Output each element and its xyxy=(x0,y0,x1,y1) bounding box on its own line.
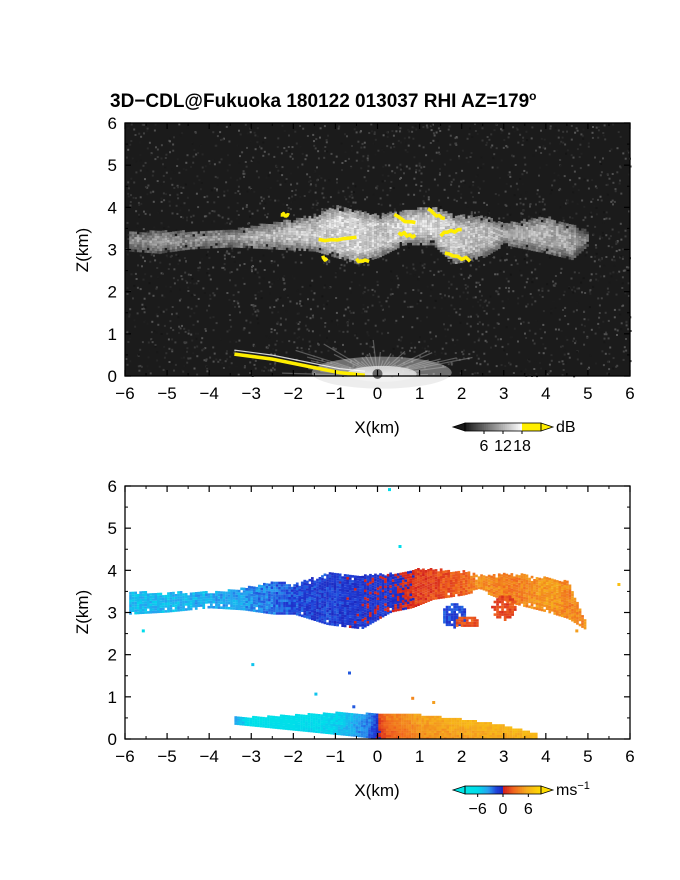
strong-echo-segment xyxy=(397,230,417,239)
reflectivity-colorbar-tick-label: 12 xyxy=(494,438,512,455)
velocity-x-tick-label: −3 xyxy=(242,747,261,766)
velocity-y-tick-label: 3 xyxy=(108,604,117,623)
reflectivity-x-tick-label: −5 xyxy=(157,384,176,403)
velocity-x-tick-label: −1 xyxy=(326,747,345,766)
velocity-colorbar-high-arrow xyxy=(540,785,555,795)
reflectivity-colorbar-tick-label: 18 xyxy=(513,438,531,455)
velocity-colorbar-tick-label: 6 xyxy=(524,801,533,818)
velocity-y-tick-label: 4 xyxy=(108,561,117,580)
velocity-point xyxy=(575,629,579,633)
velocity-y-tick-label: 1 xyxy=(108,688,117,707)
reflectivity-y-tick-label: 3 xyxy=(108,241,117,260)
velocity-scattered-points xyxy=(141,488,621,709)
velocity-point xyxy=(432,701,436,704)
reflectivity-heatmap xyxy=(125,123,632,389)
velocity-x-tick-label: −5 xyxy=(157,747,176,766)
strong-echo-segment xyxy=(427,207,446,221)
reflectivity-y-axis-label: Z(km) xyxy=(73,228,92,272)
velocity-colorbar-tick-label: −6 xyxy=(469,801,487,818)
reflectivity-surface-echo xyxy=(234,352,366,377)
reflectivity-axes: −6 −5 −4 −3 −2 −1 0 1 2 3 4 5 6 0 1 2 3 4 5 6 xyxy=(108,114,635,403)
velocity-x-tick-label: 6 xyxy=(625,747,634,766)
velocity-x-tick-label: 3 xyxy=(499,747,508,766)
velocity-x-tick-label: 4 xyxy=(541,747,550,766)
velocity-x-tick-label: 2 xyxy=(457,747,466,766)
strong-echo-segment xyxy=(280,211,290,218)
reflectivity-y-tick-label: 5 xyxy=(108,156,117,175)
reflectivity-x-tick-label: −1 xyxy=(326,384,345,403)
strong-echo-segment xyxy=(393,212,416,225)
reflectivity-x-tick-label: −6 xyxy=(115,384,134,403)
reflectivity-x-tick-label: 0 xyxy=(373,384,382,403)
velocity-point xyxy=(352,705,356,709)
strong-echo-segment xyxy=(439,227,462,238)
velocity-point xyxy=(141,629,145,633)
reflectivity-colorbar: 6 12 18 xyxy=(451,422,555,455)
velocity-point xyxy=(411,696,415,700)
velocity-point xyxy=(617,583,621,586)
velocity-y-axis-label: Z(km) xyxy=(73,590,92,634)
velocity-y-tick-label: 5 xyxy=(108,519,117,538)
strong-echo-segment xyxy=(318,235,357,243)
velocity-y-tick-label: 6 xyxy=(108,477,117,496)
reflectivity-x-tick-label: −4 xyxy=(199,384,218,403)
velocity-point xyxy=(251,663,255,667)
strong-echo-segment xyxy=(444,251,472,263)
reflectivity-x-tick-label: −2 xyxy=(284,384,303,403)
velocity-x-axis-label: X(km) xyxy=(354,781,399,800)
reflectivity-colorbar-unit: dB xyxy=(556,419,576,436)
reflectivity-x-tick-label: 3 xyxy=(499,384,508,403)
reflectivity-x-tick-label: 5 xyxy=(583,384,592,403)
velocity-point xyxy=(314,692,318,696)
reflectivity-x-axis-label: X(km) xyxy=(354,418,399,437)
velocity-point xyxy=(348,671,351,675)
velocity-x-tick-label: −2 xyxy=(284,747,303,766)
reflectivity-y-tick-label: 0 xyxy=(108,367,117,386)
velocity-heatmap xyxy=(125,486,630,740)
velocity-x-tick-label: 1 xyxy=(415,747,424,766)
velocity-x-tick-label: −4 xyxy=(199,747,218,766)
velocity-point xyxy=(388,488,391,492)
velocity-x-tick-label: −6 xyxy=(115,747,134,766)
reflectivity-colorbar-tick-label: 6 xyxy=(480,438,489,455)
figure-title: 3D−CDL@Fukuoka 180122 013037 RHI AZ=179o xyxy=(110,89,537,112)
velocity-point xyxy=(398,545,402,548)
velocity-low-level-echo xyxy=(234,711,538,740)
velocity-axes: −6 −5 −4 −3 −2 −1 0 1 2 3 4 5 6 0 1 2 3 4 5 6 xyxy=(108,477,635,766)
strong-echo-segment xyxy=(321,255,329,262)
velocity-cloud-layer xyxy=(129,568,587,630)
reflectivity-y-tick-label: 2 xyxy=(108,283,117,302)
velocity-y-tick-label: 0 xyxy=(108,730,117,749)
reflectivity-y-tick-label: 6 xyxy=(108,114,117,133)
reflectivity-x-tick-label: 2 xyxy=(457,384,466,403)
reflectivity-x-tick-label: 1 xyxy=(415,384,424,403)
reflectivity-strong-echoes xyxy=(280,207,472,264)
velocity-cells xyxy=(443,595,517,629)
velocity-colorbar-tick-label: 0 xyxy=(499,801,508,818)
strong-echo-segment xyxy=(355,257,370,264)
reflectivity-colorbar-low-arrow xyxy=(451,422,466,432)
velocity-colorbar-unit: ms−1 xyxy=(556,780,590,799)
velocity-x-tick-label: 0 xyxy=(373,747,382,766)
reflectivity-y-tick-label: 4 xyxy=(108,198,117,217)
velocity-y-tick-label: 2 xyxy=(108,646,117,665)
reflectivity-x-tick-label: 4 xyxy=(541,384,550,403)
velocity-colorbar: −6 0 6 xyxy=(451,785,555,818)
velocity-colorbar-low-arrow xyxy=(451,785,466,795)
reflectivity-colorbar-high-arrow xyxy=(540,422,555,432)
reflectivity-y-tick-label: 1 xyxy=(108,325,117,344)
velocity-x-tick-label: 5 xyxy=(583,747,592,766)
reflectivity-x-tick-label: 6 xyxy=(625,384,634,403)
reflectivity-x-tick-label: −3 xyxy=(242,384,261,403)
